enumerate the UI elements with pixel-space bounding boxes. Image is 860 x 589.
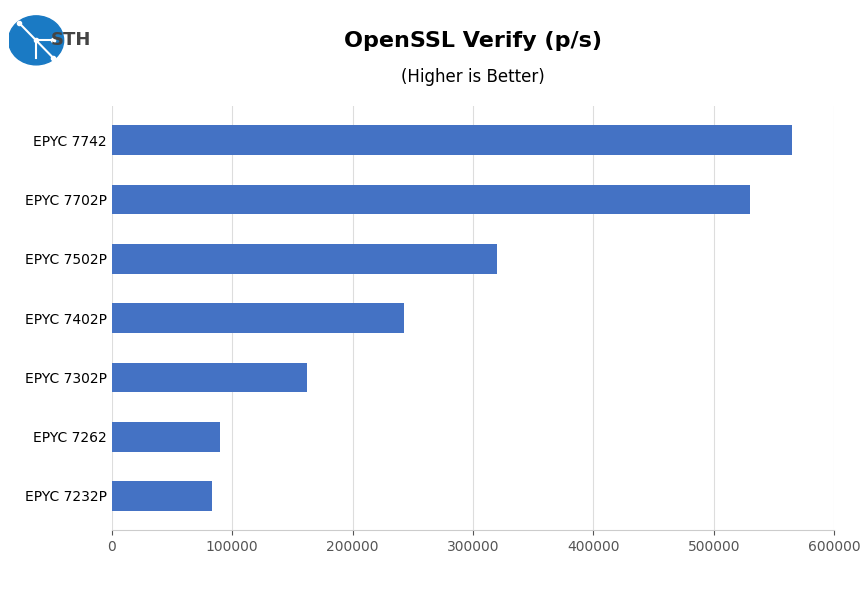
- Bar: [112, 184, 750, 214]
- Bar: [112, 481, 212, 511]
- Text: OpenSSL Verify (p/s): OpenSSL Verify (p/s): [344, 31, 602, 51]
- Circle shape: [9, 16, 64, 65]
- Bar: [112, 363, 307, 392]
- Bar: [112, 422, 220, 452]
- Text: (Higher is Better): (Higher is Better): [401, 68, 545, 85]
- Bar: [112, 303, 404, 333]
- Bar: [112, 125, 792, 155]
- Bar: [112, 244, 497, 273]
- Text: STH: STH: [51, 31, 90, 49]
